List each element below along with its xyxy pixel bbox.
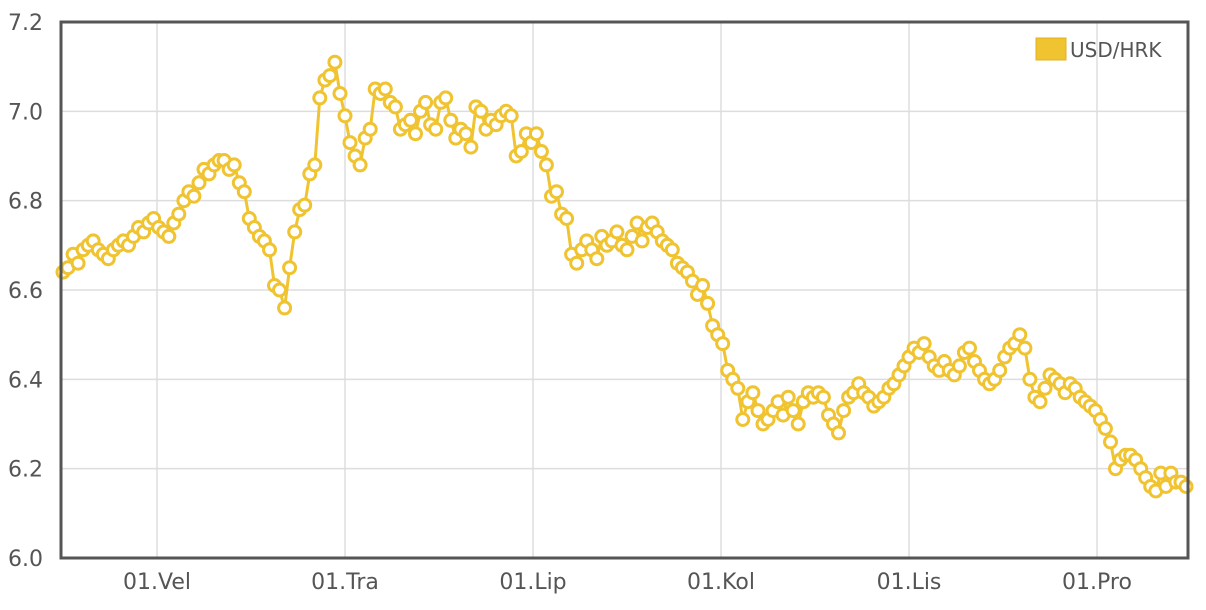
data-point <box>1022 371 1038 387</box>
data-point <box>533 144 549 159</box>
data-point <box>1103 434 1118 450</box>
data-point <box>745 385 761 401</box>
data-point <box>836 403 852 419</box>
data-point <box>403 112 418 128</box>
data-point <box>916 336 932 352</box>
data-point <box>715 336 731 352</box>
data-point <box>322 68 338 84</box>
data-point <box>443 112 459 128</box>
data-point <box>332 86 348 101</box>
series-usd-hrk <box>55 54 1194 499</box>
x-tick-label: 01.Lip <box>499 570 566 595</box>
y-tick-label: 6.6 <box>8 279 43 304</box>
data-point <box>161 228 177 244</box>
data-point <box>262 242 277 258</box>
data-point <box>387 99 403 115</box>
data-point <box>528 126 544 142</box>
data-point <box>377 81 393 97</box>
data-point <box>503 108 519 124</box>
data-point <box>619 242 635 258</box>
data-point <box>428 121 444 137</box>
data-point <box>664 242 680 258</box>
data-point <box>992 362 1008 378</box>
data-point <box>226 157 242 173</box>
data-point <box>750 403 766 419</box>
x-tick-label: 01.Kol <box>687 570 755 595</box>
data-point <box>307 157 323 173</box>
data-point <box>352 157 368 173</box>
data-point <box>951 358 967 374</box>
data-point <box>408 126 423 142</box>
data-point <box>236 184 252 200</box>
data-point <box>695 278 711 293</box>
legend-swatch <box>1035 37 1067 61</box>
x-axis: 01.Vel 01.Tra 01.Lip 01.Kol 01.Lis 01.Pro <box>123 570 1132 595</box>
data-point <box>272 282 287 298</box>
data-point <box>186 188 202 204</box>
y-tick-label: 6.8 <box>8 190 43 215</box>
data-point <box>282 260 298 276</box>
data-point <box>962 340 977 356</box>
data-point <box>589 251 605 267</box>
y-axis: 6.0 6.2 6.4 6.6 6.8 7.0 7.2 <box>8 11 43 572</box>
legend-label: USD/HRK <box>1070 38 1162 62</box>
y-tick-label: 7.2 <box>8 11 43 36</box>
data-point <box>1097 421 1113 436</box>
data-point <box>362 121 378 137</box>
x-tick-label: 01.Lis <box>877 570 942 595</box>
y-tick-label: 6.4 <box>8 368 43 393</box>
x-tick-label: 01.Vel <box>123 570 191 595</box>
data-point <box>559 211 575 226</box>
data-point <box>297 197 313 213</box>
data-point <box>730 380 746 396</box>
x-tick-label: 01.Pro <box>1062 570 1132 595</box>
y-tick-label: 7.0 <box>8 100 43 125</box>
data-point <box>1012 327 1028 343</box>
data-point <box>609 224 625 240</box>
data-point <box>1037 380 1053 396</box>
data-point <box>569 255 585 271</box>
data-point <box>1017 340 1033 356</box>
data-point <box>549 184 564 200</box>
data-point <box>171 206 187 222</box>
data-point <box>70 255 86 271</box>
data-point <box>513 144 529 159</box>
data-point <box>785 403 801 419</box>
data-point <box>463 139 479 155</box>
data-point <box>1032 394 1048 410</box>
data-point <box>790 416 806 432</box>
data-point <box>277 300 293 316</box>
data-point <box>337 108 353 124</box>
data-point <box>831 425 846 441</box>
data-point <box>191 175 207 191</box>
data-point <box>538 157 554 173</box>
data-point <box>458 126 474 142</box>
data-point <box>418 94 434 110</box>
data-point <box>312 90 328 106</box>
data-point <box>700 295 716 311</box>
legend: USD/HRK <box>1035 37 1162 62</box>
data-point <box>1178 479 1194 494</box>
data-point <box>780 389 796 405</box>
data-point <box>327 54 343 70</box>
grid-layer <box>61 22 1188 558</box>
data-point <box>287 224 303 240</box>
y-tick-label: 6.2 <box>8 458 43 483</box>
data-point <box>815 389 831 405</box>
y-tick-label: 6.0 <box>8 547 43 572</box>
data-point <box>634 233 650 249</box>
x-tick-label: 01.Tra <box>311 570 379 595</box>
data-point <box>342 135 358 151</box>
data-point <box>473 103 489 119</box>
data-point <box>735 412 751 427</box>
data-point <box>438 90 454 106</box>
plot-frame <box>59 20 1190 560</box>
